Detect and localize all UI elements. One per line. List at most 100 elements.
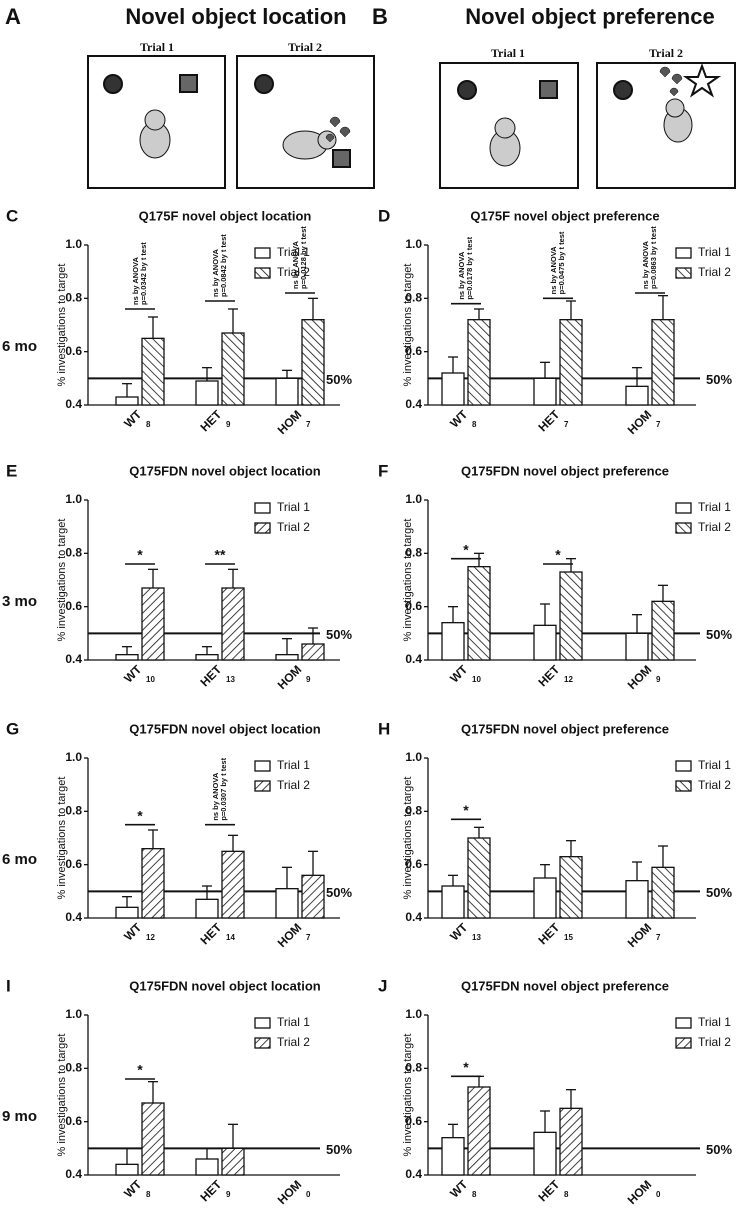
n-label: 15 (564, 933, 573, 942)
y-axis-label: % investigations to target (56, 1034, 68, 1157)
significance-label: * (463, 1059, 469, 1075)
bar (221, 850, 245, 919)
y-tick-label: 0.6 (65, 1114, 82, 1128)
significance-label: p=0.0128 by t test (299, 226, 308, 289)
bar (559, 571, 583, 661)
n-label: 0 (656, 1190, 661, 1199)
legend-label: Trial 1 (698, 500, 731, 514)
reference-label: 50% (326, 372, 352, 387)
bar (441, 885, 465, 919)
panel-letter: D (378, 206, 390, 225)
significance-label: * (137, 807, 143, 823)
bar (195, 898, 219, 919)
y-tick-label: 0.6 (65, 857, 82, 871)
bar (441, 1137, 465, 1176)
y-tick-label: 1.0 (405, 237, 422, 251)
legend-swatch (675, 1017, 692, 1029)
legend-swatch (254, 1037, 271, 1049)
x-tick-label: HET (535, 662, 562, 689)
bar (467, 837, 491, 919)
legend-label: Trial 2 (277, 778, 310, 792)
legend-swatch (254, 780, 271, 792)
legend-label: Trial 2 (277, 520, 310, 534)
x-tick-label: WT (121, 662, 145, 686)
row-label: 3 mo (2, 593, 37, 610)
n-label: 12 (564, 675, 573, 684)
y-tick-label: 0.6 (405, 344, 422, 358)
n-label: 9 (226, 1190, 231, 1199)
bar (559, 856, 583, 919)
x-tick-label: WT (447, 1177, 471, 1201)
legend-label: Trial 1 (698, 758, 731, 772)
n-label: 7 (306, 420, 311, 429)
bar (533, 377, 557, 406)
bar (115, 654, 139, 661)
n-label: 13 (472, 933, 481, 942)
x-tick-label: HOM (275, 920, 305, 950)
significance-label: ns by ANOVA (641, 240, 650, 289)
y-tick-label: 0.4 (65, 397, 82, 411)
legend-swatch (675, 267, 692, 279)
x-tick-label: HOM (275, 407, 305, 437)
y-axis-label: % investigations to target (56, 519, 68, 642)
bar (141, 848, 165, 919)
legend-label: Trial 2 (698, 520, 731, 534)
significance-label: p=0.0342 by t test (139, 242, 148, 305)
x-tick-label: WT (121, 920, 145, 944)
x-tick-label: HOM (275, 1177, 305, 1207)
significance-label: * (555, 547, 561, 563)
legend-label: Trial 2 (277, 1035, 310, 1049)
row-label: 6 mo (2, 851, 37, 868)
legend-swatch (675, 1037, 692, 1049)
x-tick-label: WT (447, 920, 471, 944)
legend-swatch (254, 247, 271, 259)
significance-label: * (137, 1062, 143, 1078)
y-tick-label: 0.4 (405, 397, 422, 411)
y-tick-label: 1.0 (65, 1007, 82, 1021)
y-tick-label: 0.8 (65, 804, 82, 818)
legend-label: Trial 1 (277, 1015, 310, 1029)
chart-title: Q175F novel object location (139, 208, 312, 223)
bar (115, 396, 139, 406)
significance-label: * (463, 802, 469, 818)
n-label: 13 (226, 675, 235, 684)
y-tick-label: 0.4 (405, 652, 422, 666)
panel-letter: F (378, 461, 388, 480)
panel-letter: C (6, 206, 18, 225)
y-tick-label: 0.8 (405, 291, 422, 305)
x-tick-label: WT (447, 662, 471, 686)
y-axis-label: % investigations to target (402, 777, 414, 900)
bar (221, 587, 245, 661)
y-axis-label: % investigations to target (402, 1034, 414, 1157)
panel-letter: E (6, 461, 17, 480)
panel-letter: G (6, 719, 19, 738)
n-label: 8 (146, 1190, 151, 1199)
arena-illustration (439, 62, 736, 189)
y-tick-label: 0.6 (405, 1114, 422, 1128)
y-tick-label: 0.8 (65, 546, 82, 560)
trial-label: Trial 1 (491, 46, 525, 60)
bar (625, 632, 649, 661)
n-label: 7 (656, 420, 661, 429)
bar (301, 643, 325, 661)
x-tick-label: WT (447, 407, 471, 431)
n-label: 9 (226, 420, 231, 429)
n-label: 10 (146, 675, 155, 684)
reference-label: 50% (706, 1142, 732, 1157)
chart-title: Q175FDN novel object location (129, 978, 320, 993)
chart-title: Q175FDN novel object preference (461, 463, 669, 478)
y-tick-label: 1.0 (65, 750, 82, 764)
n-label: 8 (472, 1190, 477, 1199)
n-label: 9 (656, 675, 661, 684)
x-tick-label: HET (197, 920, 224, 947)
y-tick-label: 1.0 (65, 237, 82, 251)
chart-title: Q175F novel object preference (470, 208, 659, 223)
n-label: 10 (472, 675, 481, 684)
legend-label: Trial 2 (698, 1035, 731, 1049)
trial-label: Trial 2 (649, 46, 683, 60)
reference-label: 50% (326, 885, 352, 900)
bar (115, 906, 139, 919)
x-tick-label: HET (197, 1177, 224, 1204)
bar (195, 1158, 219, 1176)
n-label: 8 (472, 420, 477, 429)
